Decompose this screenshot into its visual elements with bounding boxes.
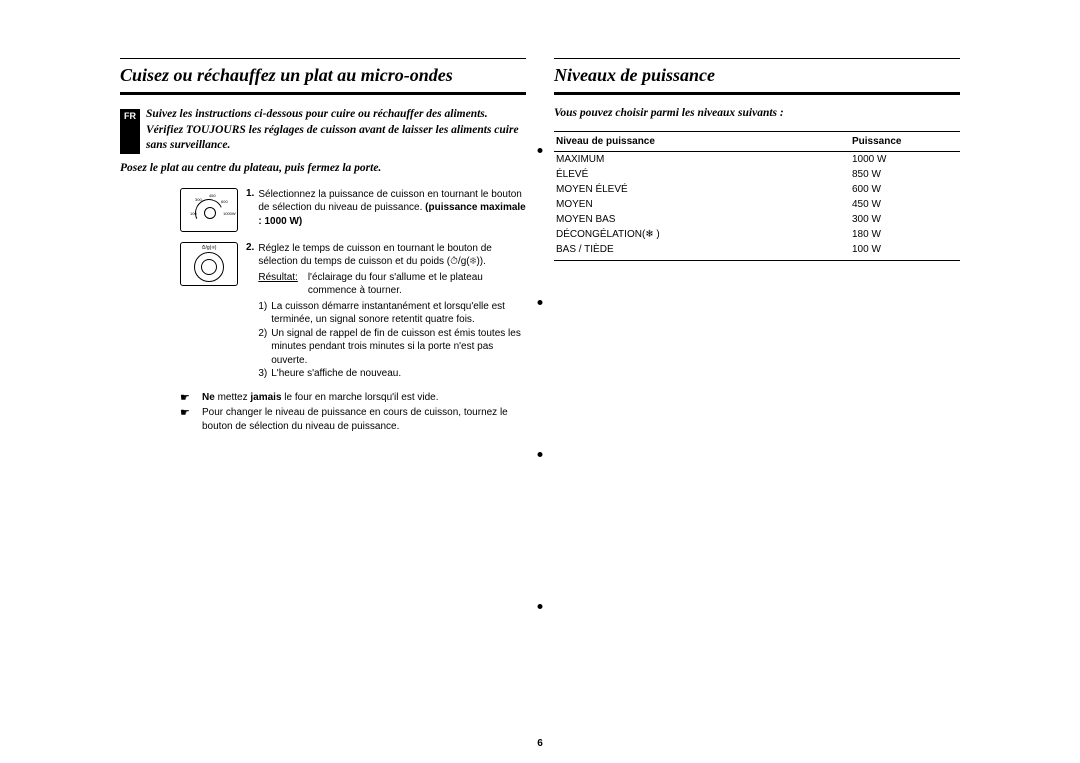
table-row: MOYEN ÉLEVÉ600 W xyxy=(554,182,960,197)
table-row: DÉCONGÉLATION(❄ )180 W xyxy=(554,227,960,242)
table-row: BAS / TIÈDE100 W xyxy=(554,242,960,261)
note-arrow-icon: ☛ xyxy=(180,391,194,405)
page-number: 6 xyxy=(537,738,543,749)
step1-body: Sélectionnez la puissance de cuisson en … xyxy=(258,188,526,232)
binding-dots xyxy=(538,148,543,609)
table-row: ÉLEVÉ850 W xyxy=(554,167,960,182)
right-heading: Niveaux de puissance xyxy=(554,58,960,95)
step-1: 100 300 450 600 1000W 1. Sélectionnez la… xyxy=(180,188,526,232)
step1-number: 1. xyxy=(246,188,254,232)
note-arrow-icon: ☛ xyxy=(180,406,194,433)
result-label: Résultat: xyxy=(258,271,297,298)
power-level-table: Niveau de puissance Puissance MAXIMUM100… xyxy=(554,131,960,261)
table-col-power: Puissance xyxy=(850,132,960,152)
note-1: ☛ Ne mettez jamais le four en marche lor… xyxy=(180,391,526,405)
intro-block: FR Suivez les instructions ci-dessous po… xyxy=(120,107,526,154)
right-column: Niveaux de puissance Vous pouvez choisir… xyxy=(554,58,960,708)
page-spread: Cuisez ou réchauffez un plat au micro-on… xyxy=(120,58,960,708)
step-2: ⏱/g(❄) 2. Réglez le temps de cuisson en … xyxy=(180,242,526,381)
power-dial-icon: 100 300 450 600 1000W xyxy=(180,188,238,232)
step2-number: 2. xyxy=(246,242,254,381)
step2-body: Réglez le temps de cuisson en tournant l… xyxy=(258,242,526,381)
lang-badge: FR xyxy=(120,109,140,154)
table-row: MAXIMUM1000 W xyxy=(554,152,960,168)
left-heading: Cuisez ou réchauffez un plat au micro-on… xyxy=(120,58,526,95)
sub-instruction: Posez le plat au centre du plateau, puis… xyxy=(120,162,526,174)
intro-text: Suivez les instructions ci-dessous pour … xyxy=(146,107,526,154)
left-column: Cuisez ou réchauffez un plat au micro-on… xyxy=(120,58,526,708)
right-intro: Vous pouvez choisir parmi les niveaux su… xyxy=(554,107,960,119)
timer-dial-icon: ⏱/g(❄) xyxy=(180,242,238,286)
table-row: MOYEN450 W xyxy=(554,197,960,212)
note-2: ☛ Pour changer le niveau de puissance en… xyxy=(180,406,526,433)
table-row: MOYEN BAS300 W xyxy=(554,212,960,227)
table-col-level: Niveau de puissance xyxy=(554,132,850,152)
